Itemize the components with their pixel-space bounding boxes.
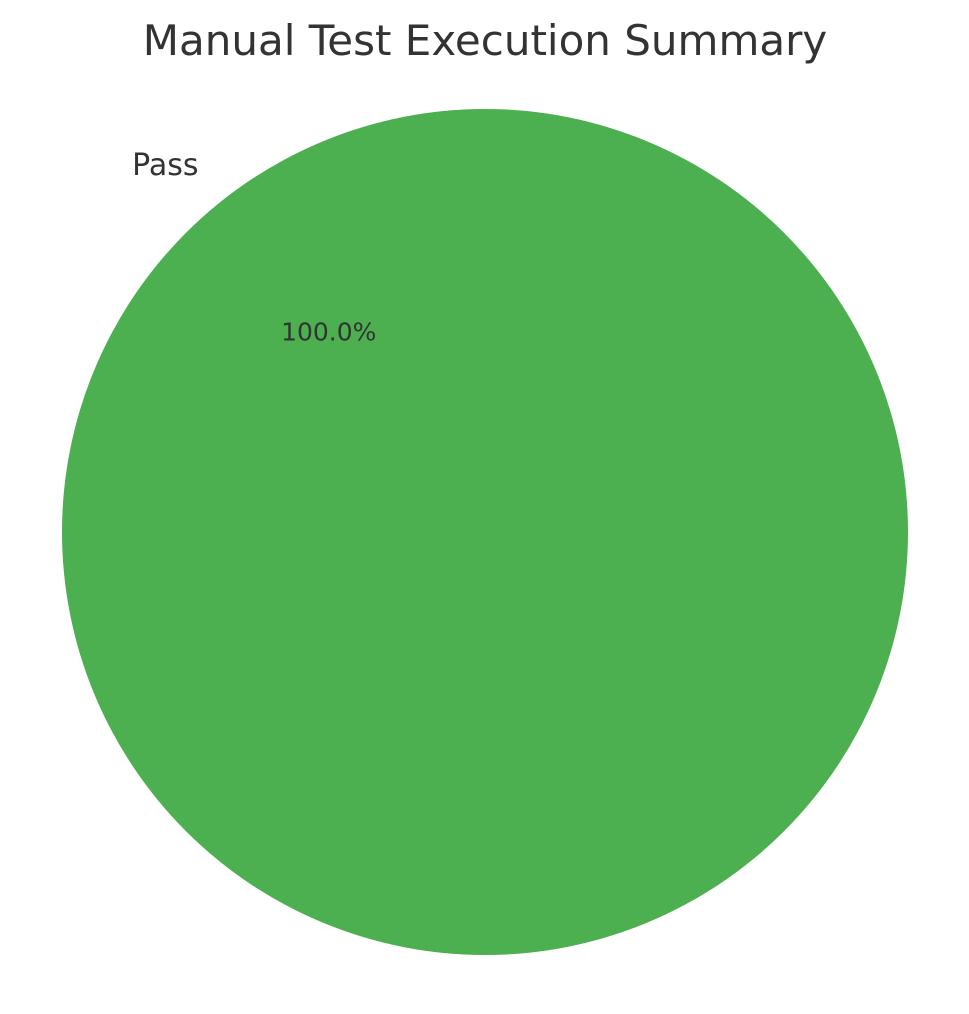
pie-percent-label-pass: 100.0% — [281, 318, 376, 347]
chart-title: Manual Test Execution Summary — [143, 16, 827, 65]
pie-slice-pass — [62, 109, 908, 955]
pie-slices — [62, 109, 908, 955]
pie-labels: 100.0% Pass — [132, 148, 376, 347]
pie-slice-label-pass: Pass — [132, 148, 198, 183]
